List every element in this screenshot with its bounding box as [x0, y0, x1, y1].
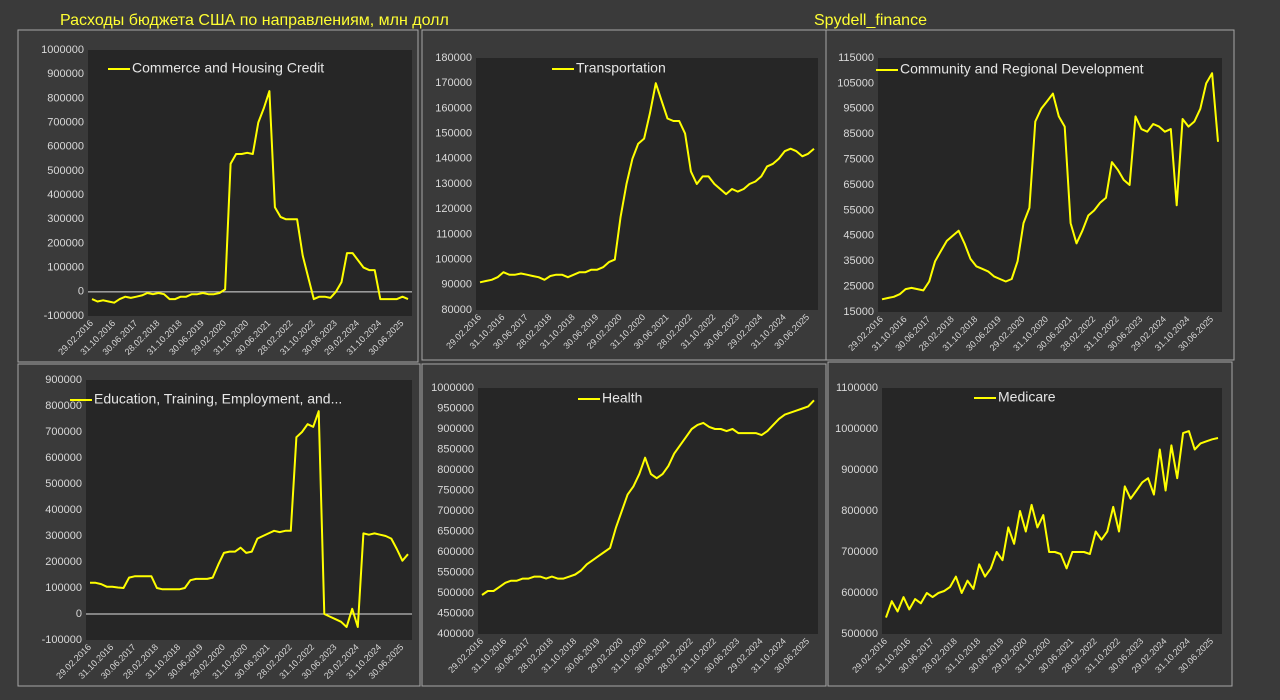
y-tick-label: 65000: [843, 179, 874, 191]
series-line: [479, 82, 815, 284]
series-line: [90, 410, 409, 628]
y-tick-label: 500000: [45, 478, 82, 490]
y-tick-label: 900000: [45, 374, 82, 386]
y-tick-label: 500000: [437, 587, 474, 599]
y-tick-label: 80000: [441, 304, 472, 316]
plot-area: [86, 380, 412, 640]
y-tick-label: 110000: [436, 228, 472, 240]
y-tick-label: 700000: [45, 426, 82, 438]
y-tick-label: 600000: [47, 141, 84, 153]
y-tick-label: 140000: [435, 153, 472, 165]
y-tick-label: 900000: [437, 423, 474, 435]
y-tick-label: -100000: [42, 634, 82, 646]
y-tick-label: 750000: [437, 484, 474, 496]
y-tick-label: 1000000: [41, 44, 84, 56]
y-tick-label: 500000: [47, 165, 84, 177]
y-tick-label: 95000: [843, 103, 874, 115]
y-tick-label: 1000000: [431, 382, 474, 394]
y-tick-label: 800000: [47, 92, 84, 104]
y-tick-label: 950000: [437, 402, 474, 414]
y-tick-label: 1100000: [836, 382, 878, 394]
legend-label: Community and Regional Development: [900, 61, 1144, 77]
y-tick-label: 400000: [47, 189, 84, 201]
y-tick-label: 700000: [437, 505, 474, 517]
y-tick-label: 35000: [843, 255, 874, 267]
y-tick-label: 100000: [47, 262, 84, 274]
y-tick-label: 100000: [45, 582, 82, 594]
plot-area: [478, 388, 818, 634]
plot-area: [88, 50, 412, 316]
plot-area: [476, 58, 818, 310]
y-tick-label: 800000: [45, 400, 82, 412]
y-tick-label: 400000: [45, 504, 82, 516]
y-tick-label: 150000: [435, 128, 472, 140]
y-tick-label: 900000: [47, 68, 84, 80]
y-tick-label: 115000: [838, 52, 874, 64]
series-line: [91, 90, 409, 304]
y-tick-label: 300000: [45, 530, 82, 542]
source: Spydell_finance: [814, 12, 927, 29]
y-tick-label: 900000: [841, 464, 878, 476]
y-tick-label: 0: [78, 286, 84, 298]
legend-label: Medicare: [998, 389, 1056, 405]
y-tick-label: 0: [76, 608, 82, 620]
y-tick-label: -100000: [44, 310, 84, 322]
y-tick-label: 45000: [843, 230, 874, 242]
legend-label: Health: [602, 390, 642, 406]
y-tick-label: 15000: [843, 306, 874, 318]
y-tick-label: 550000: [437, 566, 474, 578]
y-tick-label: 600000: [45, 452, 82, 464]
y-tick-label: 650000: [437, 525, 474, 537]
y-tick-label: 55000: [843, 204, 874, 216]
y-tick-label: 450000: [437, 607, 474, 619]
y-tick-label: 700000: [47, 116, 84, 128]
y-tick-label: 800000: [437, 464, 474, 476]
y-tick-label: 25000: [843, 281, 874, 293]
y-tick-label: 800000: [841, 505, 878, 517]
y-tick-label: 170000: [435, 77, 472, 89]
series-line: [881, 72, 1219, 301]
y-tick-label: 200000: [47, 237, 84, 249]
y-tick-label: 130000: [435, 178, 472, 190]
y-tick-label: 75000: [843, 154, 874, 166]
plot-area: [878, 58, 1222, 312]
y-tick-label: 600000: [437, 546, 474, 558]
y-tick-label: 500000: [841, 628, 878, 640]
y-tick-label: 90000: [441, 279, 472, 291]
y-tick-label: 400000: [437, 628, 474, 640]
y-tick-label: 1000000: [835, 423, 878, 435]
y-tick-label: 700000: [841, 546, 878, 558]
y-tick-label: 180000: [435, 52, 472, 64]
y-tick-label: 200000: [45, 556, 82, 568]
y-tick-label: 100000: [435, 254, 472, 266]
series-line: [481, 399, 815, 596]
y-tick-label: 600000: [841, 587, 878, 599]
legend-label: Transportation: [576, 60, 666, 76]
y-tick-label: 850000: [437, 443, 474, 455]
legend-label: Education, Training, Employment, and...: [94, 391, 342, 407]
series-line: [885, 430, 1219, 618]
y-tick-label: 160000: [435, 102, 472, 114]
y-tick-label: 105000: [837, 77, 874, 89]
y-tick-label: 120000: [435, 203, 472, 215]
legend-label: Commerce and Housing Credit: [132, 60, 324, 76]
page-title: Расходы бюджета США по направлениям, млн…: [60, 12, 449, 29]
y-tick-label: 85000: [843, 128, 874, 140]
y-tick-label: 300000: [47, 213, 84, 225]
